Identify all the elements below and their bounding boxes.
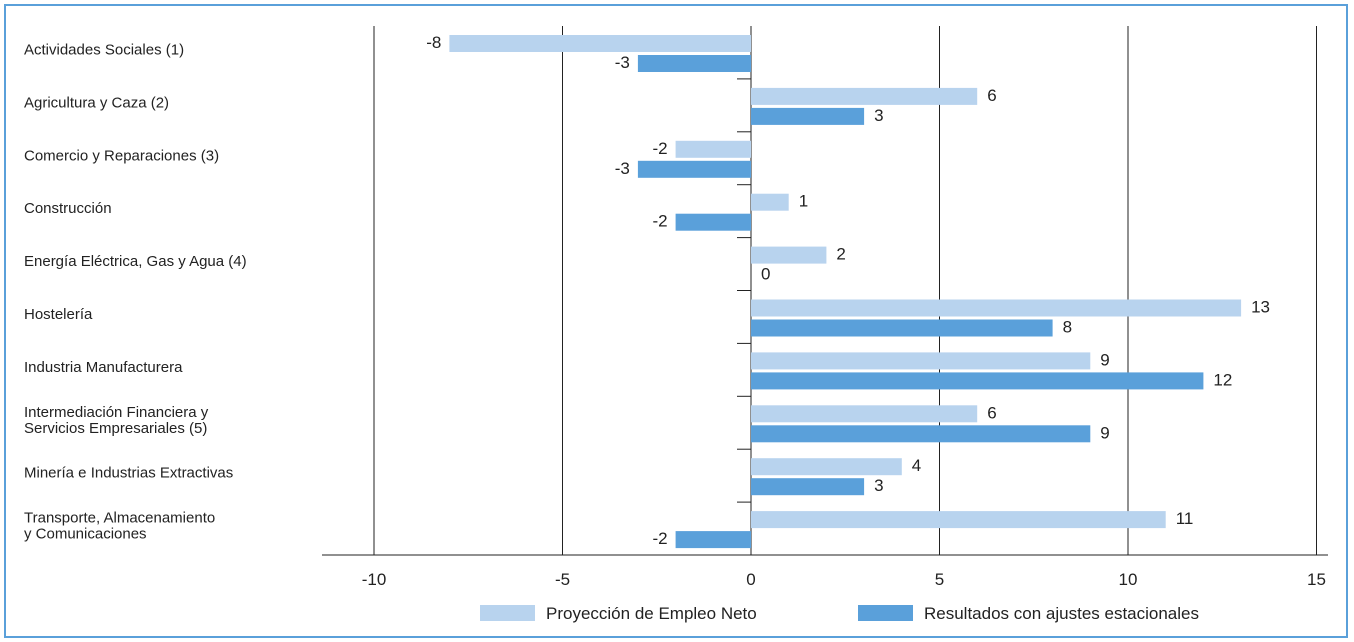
category-label: Intermediación Financiera y — [24, 404, 209, 421]
data-label: 3 — [874, 106, 883, 125]
data-label: -2 — [652, 529, 667, 548]
data-label: 6 — [987, 403, 996, 422]
x-tick-label: 5 — [935, 570, 944, 589]
category-label: Servicios Empresariales (5) — [24, 420, 207, 437]
data-label: 0 — [761, 265, 770, 284]
data-label: 9 — [1100, 423, 1109, 442]
bar — [751, 107, 865, 125]
bar — [449, 35, 751, 52]
x-tick-label: 10 — [1119, 570, 1138, 589]
x-tick-label: -5 — [555, 570, 570, 589]
data-label: 3 — [874, 476, 883, 495]
bar — [751, 478, 865, 496]
legend-label: Proyección de Empleo Neto — [546, 604, 757, 623]
category-label: Minería e Industrias Extractivas — [24, 465, 233, 482]
data-label: 6 — [987, 86, 996, 105]
category-label: Industria Manufacturera — [24, 359, 183, 376]
category-label: Comercio y Reparaciones (3) — [24, 147, 219, 164]
data-label: 11 — [1176, 509, 1194, 528]
data-label: 12 — [1213, 370, 1232, 389]
bar — [637, 160, 751, 178]
data-label: -3 — [615, 53, 630, 72]
x-tick-label: 0 — [746, 570, 755, 589]
data-label: 2 — [836, 245, 845, 264]
data-label: 8 — [1063, 318, 1072, 337]
bar — [675, 140, 751, 158]
category-label: Construcción — [24, 200, 112, 217]
category-label: y Comunicaciones — [24, 526, 147, 543]
data-label: 1 — [799, 192, 808, 211]
legend-label: Resultados con ajustes estacionales — [924, 604, 1199, 623]
bar — [751, 246, 827, 264]
bar — [751, 405, 978, 423]
bar — [751, 372, 1204, 390]
legend-swatch — [480, 605, 535, 621]
bar — [751, 511, 1166, 529]
category-label: Transporte, Almacenamiento — [24, 510, 215, 527]
bar — [751, 319, 1053, 337]
bar — [637, 55, 751, 72]
category-label: Hostelería — [24, 306, 93, 323]
category-label: Actividades Sociales (1) — [24, 41, 184, 58]
data-label: 13 — [1251, 298, 1270, 317]
bar — [751, 87, 978, 105]
data-label: -3 — [615, 159, 630, 178]
legend-swatch — [858, 605, 913, 621]
bar — [675, 531, 751, 549]
category-label: Agricultura y Caza (2) — [24, 94, 169, 111]
data-label: -8 — [426, 33, 441, 52]
bar — [751, 352, 1091, 370]
x-tick-label: -10 — [362, 570, 387, 589]
bar — [751, 458, 902, 476]
category-label: Energía Eléctrica, Gas y Agua (4) — [24, 253, 247, 270]
data-label: -2 — [652, 212, 667, 231]
bar — [751, 425, 1091, 443]
bar — [751, 193, 789, 211]
bar — [751, 299, 1242, 317]
bar — [675, 213, 751, 231]
x-tick-label: 15 — [1307, 570, 1326, 589]
data-label: 9 — [1100, 350, 1109, 369]
data-label: 4 — [912, 456, 921, 475]
data-label: -2 — [652, 139, 667, 158]
